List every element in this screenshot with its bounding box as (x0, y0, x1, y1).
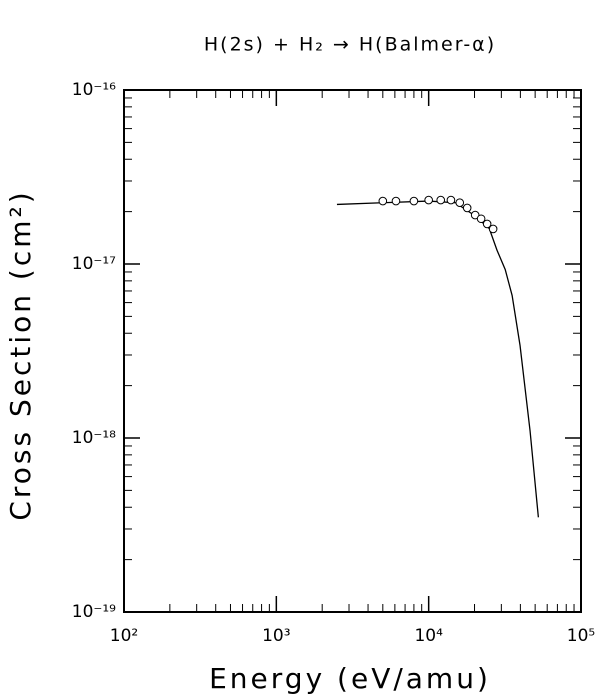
x-tick-label: 10² (110, 626, 138, 646)
x-tick-label: 10³ (262, 626, 290, 646)
data-point (455, 198, 465, 208)
y-axis-label: Cross Section (cm²) (4, 189, 37, 520)
y-tick-label: 10⁻¹⁹ (72, 602, 116, 622)
y-tick-label: 10⁻¹⁶ (72, 80, 116, 100)
chart-title: H(2s) + H₂ → H(Balmer-α) (204, 34, 496, 56)
data-point (378, 196, 388, 206)
data-point (391, 196, 401, 206)
data-point (409, 196, 419, 206)
x-tick-label: 10⁵ (567, 626, 595, 646)
data-point (462, 203, 472, 213)
data-point (446, 195, 456, 205)
y-tick-label: 10⁻¹⁸ (72, 428, 116, 448)
data-point (424, 195, 433, 205)
data-point (482, 219, 492, 229)
plot-frame (123, 89, 582, 613)
data-point (436, 195, 446, 205)
data-point (476, 214, 486, 224)
fit-line (336, 200, 540, 518)
x-tick-label: 10⁴ (414, 626, 443, 646)
x-axis-label: Energy (eV/amu) (209, 662, 491, 695)
data-point (488, 224, 498, 234)
y-tick-label: 10⁻¹⁷ (72, 254, 116, 274)
